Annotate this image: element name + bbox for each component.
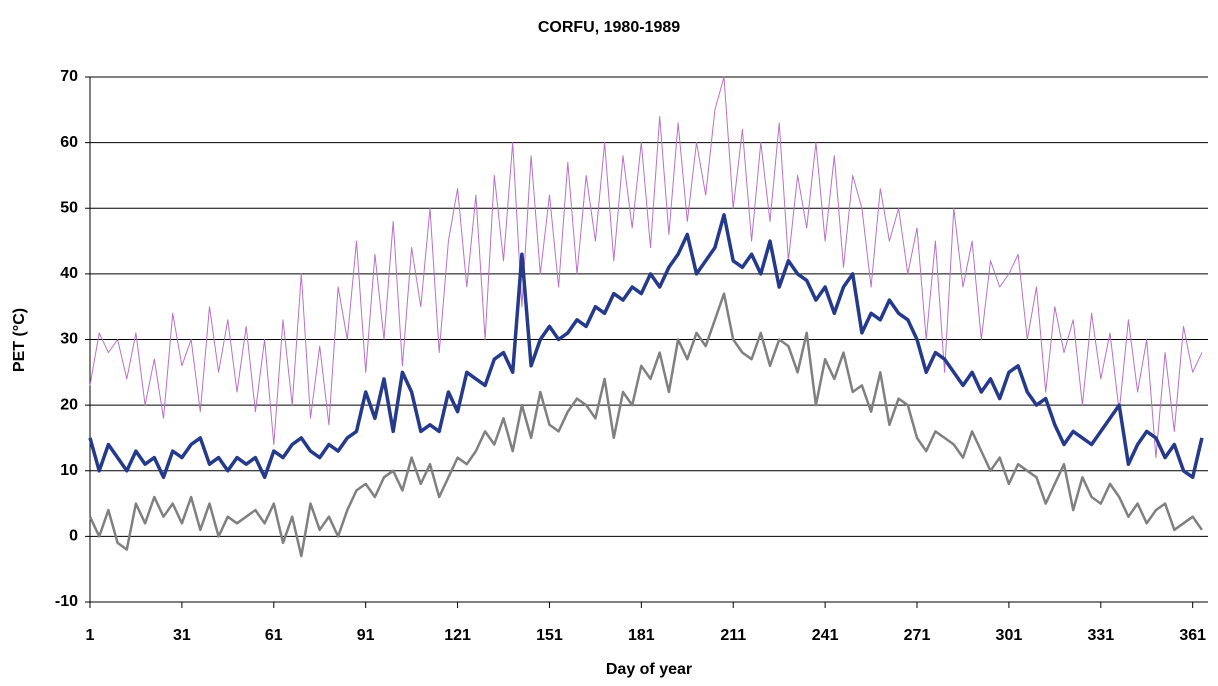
x-tick-label: 331 [1087, 627, 1114, 644]
x-tick-label: 151 [536, 627, 563, 644]
y-tick-label: 30 [60, 331, 78, 348]
x-tick-label: 31 [173, 627, 191, 644]
y-tick-label: 60 [60, 134, 78, 151]
y-tick-label: 50 [60, 199, 78, 216]
x-tick-label: 181 [628, 627, 655, 644]
x-tick-label: 361 [1179, 627, 1206, 644]
y-tick-label: 10 [60, 462, 78, 479]
y-tick-label: 70 [60, 68, 78, 85]
y-tick-label: -10 [55, 593, 78, 610]
x-axis-label: Day of year [606, 661, 692, 678]
x-tick-label: 121 [444, 627, 471, 644]
x-tick-label: 91 [357, 627, 375, 644]
data-line [89, 76, 1203, 459]
x-tick-label: 271 [904, 627, 931, 644]
x-tick-label: 301 [996, 627, 1023, 644]
x-tick-label: 211 [720, 627, 746, 644]
y-tick-label: 0 [69, 528, 78, 545]
x-tick-label: 61 [265, 627, 283, 644]
y-tick-label: 20 [60, 396, 78, 413]
chart-title: CORFU, 1980-1989 [538, 19, 680, 36]
x-tick-label: 1 [86, 627, 95, 644]
x-tick-label: 241 [812, 627, 839, 644]
data-line [88, 292, 1203, 558]
y-axis-label: PET (°C) [11, 308, 28, 372]
data-line [88, 213, 1204, 480]
y-tick-label: 40 [60, 265, 78, 282]
